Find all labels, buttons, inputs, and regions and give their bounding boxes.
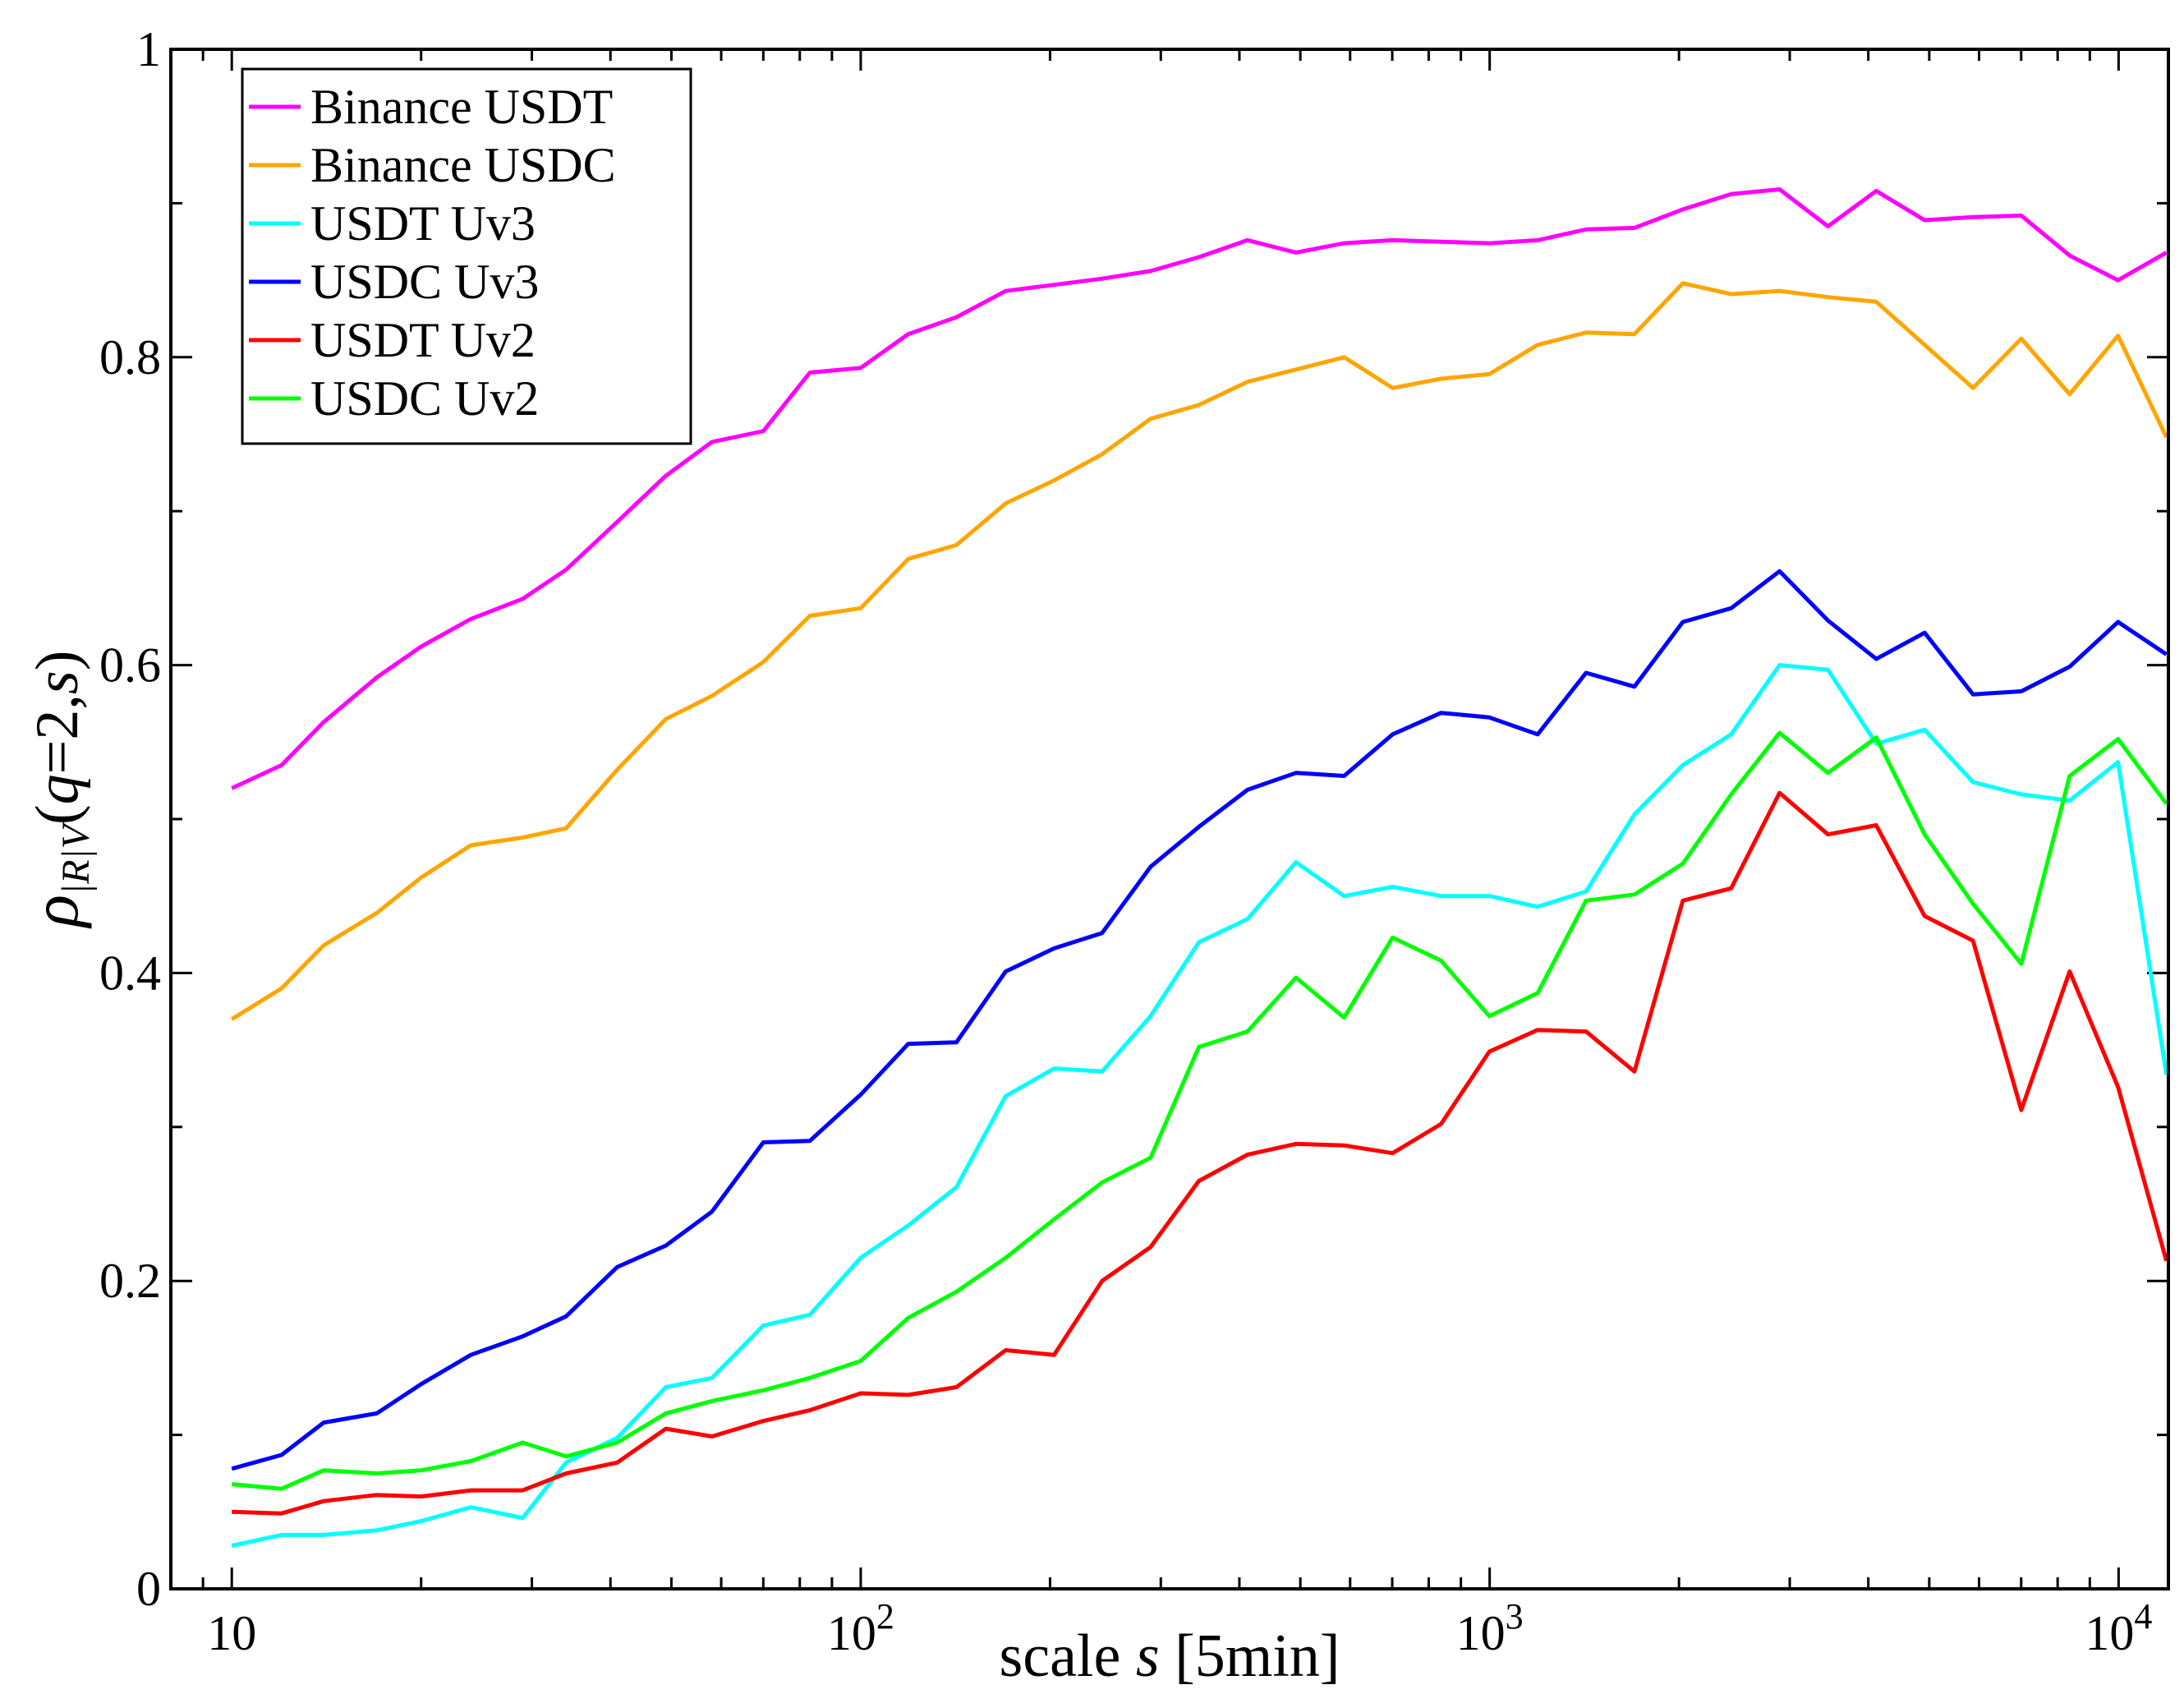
x-tick-label: 104	[2085, 1596, 2152, 1660]
x-tick-label: 102	[827, 1596, 894, 1660]
plot-frame	[169, 48, 2170, 1590]
series-line-usdt-uv3	[231, 663, 2169, 1548]
x-tick-label: 10	[207, 1606, 256, 1660]
y-tick-label: 1	[136, 22, 161, 76]
y-tick-label: 0.6	[99, 638, 161, 693]
series-line-binance-usdc	[230, 281, 2168, 1021]
x-axis-ticks: 10 102 103 104	[201, 49, 2152, 1660]
series-line-usdc-uv3	[231, 569, 2168, 1471]
y-axis-ticks: 0 0.2 0.4 0.6 0.8 1	[99, 22, 2168, 1616]
series-lines	[230, 187, 2169, 1548]
series-line-usdc-uv2	[231, 730, 2168, 1491]
x-axis-label: scale s [5min]	[999, 1623, 1340, 1690]
series-line-binance-usdt	[231, 187, 2168, 790]
y-tick-label: 0.8	[99, 330, 161, 384]
legend-label: USDC Uv2	[310, 371, 539, 426]
y-tick-label: 0	[136, 1562, 161, 1616]
legend-label: USDT Uv3	[310, 196, 536, 251]
y-tick-label: 0.2	[99, 1254, 161, 1308]
legend-label: Binance USDT	[310, 80, 613, 134]
legend-label: USDT Uv2	[310, 313, 536, 367]
legend-label: USDC Uv3	[310, 255, 539, 309]
legend-label: Binance USDC	[310, 138, 616, 192]
series-line-usdt-uv2	[232, 790, 2169, 1516]
x-tick-label: 103	[1456, 1596, 1524, 1660]
y-axis-label: ρ|R|V(q=2,s)	[17, 651, 98, 930]
y-tick-label: 0.4	[99, 946, 161, 1000]
legend-box	[241, 67, 692, 445]
